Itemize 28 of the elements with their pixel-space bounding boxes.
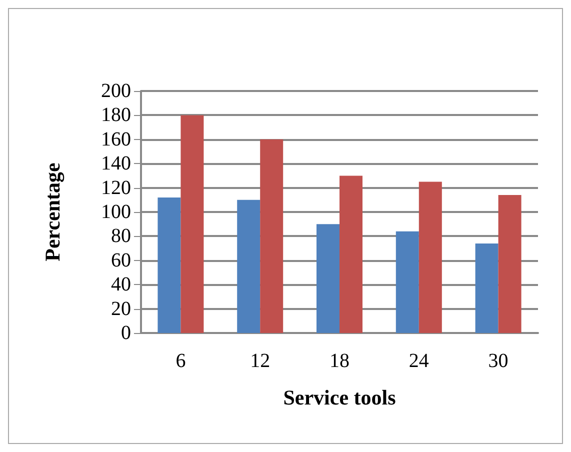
y-tick-label: 140 [101, 152, 131, 175]
y-axis-title: Percentage [40, 162, 64, 262]
x-tick-label: 12 [250, 350, 270, 372]
y-tick-label: 60 [111, 249, 131, 272]
bar [260, 139, 284, 333]
bar [340, 176, 362, 333]
y-tick-label: 200 [101, 80, 131, 102]
x-tick-label: 6 [176, 350, 186, 372]
x-axis-title: Service tools [283, 386, 396, 410]
y-tick-label: 100 [101, 201, 131, 223]
bar [498, 195, 522, 333]
bar [180, 115, 204, 333]
y-tick-label: 160 [101, 128, 131, 150]
bar [158, 197, 181, 333]
y-tick-label: 120 [101, 176, 131, 199]
y-tick-label: 40 [111, 274, 131, 296]
y-tick-label: 0 [121, 322, 131, 344]
bar [475, 243, 498, 333]
bar [396, 231, 419, 333]
y-tick-label: 80 [111, 225, 131, 248]
bar [316, 224, 340, 333]
y-tick-label: 20 [111, 298, 131, 320]
x-tick-label: 18 [330, 350, 350, 372]
x-tick-label: 24 [408, 350, 429, 372]
y-tick-label: 180 [101, 104, 131, 126]
bar [237, 200, 260, 333]
x-tick-label: 30 [488, 350, 508, 372]
bar [418, 182, 442, 333]
